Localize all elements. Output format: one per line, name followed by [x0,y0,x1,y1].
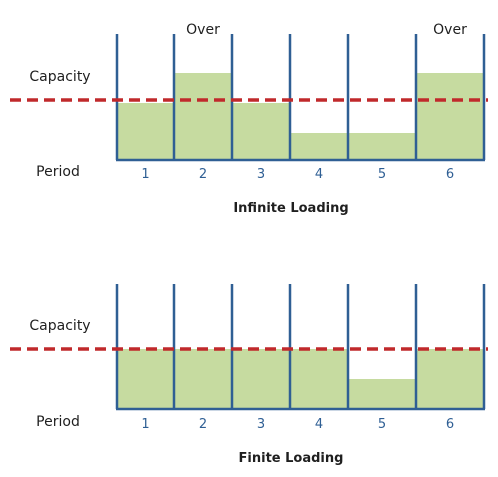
panel-2-bar-5 [348,379,416,409]
panel-2-tick-label-6: 6 [446,417,454,432]
panel-1-period-label: Period [36,164,80,180]
panel-1-tick-label-6: 6 [446,167,454,182]
panel-1-bar-2 [174,73,232,160]
panel-2-bar-4 [290,349,348,409]
panel-1-bar-4 [290,133,348,160]
panel-1-capacity-label: Capacity [29,69,90,85]
panel-1-bar-3 [232,103,290,160]
panel-1-bar-5 [348,133,416,160]
panel-2-tick-label-5: 5 [378,417,386,432]
panel-2-bar-1 [117,349,174,409]
panel-1-title: Infinite Loading [233,201,348,216]
panel-1-tick-label-4: 4 [315,167,323,182]
panel-2-tick-label-2: 2 [199,417,207,432]
panel-2-bar-6 [416,349,484,409]
panel-1-tick-label-2: 2 [199,167,207,182]
panel-2-tick-label-1: 1 [141,417,149,432]
panel-2-bar-2 [174,349,232,409]
panel-1-bar-6 [416,73,484,160]
panel-1-tick-label-1: 1 [141,167,149,182]
panel-1-bar-1 [117,103,174,160]
panel-2-period-label: Period [36,414,80,430]
panel-1-over-annotation-2: Over [186,22,220,38]
panel-2-title: Finite Loading [239,451,344,466]
panel-2-tick-label-3: 3 [257,417,265,432]
panel-2-capacity-label: Capacity [29,318,90,334]
panel-1-tick-label-3: 3 [257,167,265,182]
panel-1-over-annotation-6: Over [433,22,467,38]
panel-2-bar-3 [232,349,290,409]
panel-1-tick-label-5: 5 [378,167,386,182]
panel-2-tick-label-4: 4 [315,417,323,432]
